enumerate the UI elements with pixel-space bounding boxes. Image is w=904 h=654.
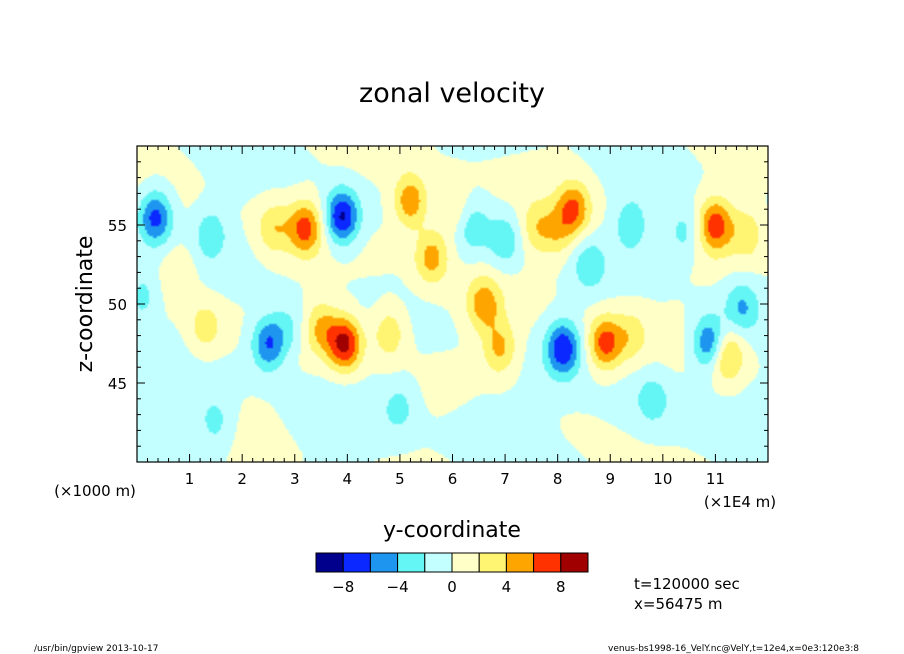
colorbar-swatch: [451, 552, 480, 573]
colorbar-swatch: [342, 552, 371, 573]
x-tick-label: 9: [605, 470, 615, 488]
x-tick-label: 3: [290, 470, 300, 488]
colorbar: [315, 552, 589, 573]
y-tick-label: 50: [108, 296, 127, 314]
x-tick-label: 8: [553, 470, 563, 488]
y-axis-label: z-coordinate: [73, 236, 98, 373]
x-axis-label: y-coordinate: [383, 518, 521, 543]
x-tick-label: 11: [706, 470, 725, 488]
x-tick-label: 2: [237, 470, 247, 488]
colorbar-label: −8: [332, 578, 354, 596]
axis-ticks: [137, 146, 768, 462]
colorbar-label: 4: [502, 578, 512, 596]
y-tick-labels: 45 50 55: [108, 217, 127, 393]
colorbar-swatch: [533, 552, 562, 573]
y-unit-label: (×1000 m): [54, 482, 136, 500]
colorbar-swatch: [505, 552, 535, 573]
colorbar-swatch: [315, 552, 344, 573]
x-unit-label: (×1E4 m): [704, 493, 776, 511]
y-tick-label: 55: [108, 217, 127, 235]
x-tick-label: 7: [500, 470, 510, 488]
position-annotation: x=56475 m: [634, 595, 723, 613]
colorbar-label: 0: [447, 578, 457, 596]
x-tick-label: 1: [185, 470, 195, 488]
colorbar-swatch: [369, 552, 399, 573]
x-tick-label: 6: [448, 470, 458, 488]
colorbar-swatch: [424, 552, 453, 573]
x-tick-label: 4: [343, 470, 353, 488]
colorbar-swatch: [560, 552, 589, 573]
plot-area: [136, 145, 769, 463]
chart-title: zonal velocity: [359, 78, 545, 109]
x-tick-label: 5: [395, 470, 405, 488]
x-tick-label: 10: [653, 470, 672, 488]
y-tick-label: 45: [108, 375, 127, 393]
time-annotation: t=120000 sec: [634, 575, 740, 593]
colorbar-labels: −8 −4 0 4 8: [332, 578, 565, 596]
colorbar-swatch: [478, 552, 507, 573]
velocity-contour-field: [137, 146, 768, 462]
colorbar-swatch: [397, 552, 426, 573]
footer-data-source: venus-bs1998-16_VelY.nc@VelY,t=12e4,x=0e…: [608, 644, 859, 654]
x-tick-labels: 1 2 3 4 5 6 7 8 9 10 11: [185, 470, 725, 488]
colorbar-label: 8: [556, 578, 566, 596]
colorbar-label: −4: [387, 578, 409, 596]
footer-program-date: /usr/bin/gpview 2013-10-17: [34, 644, 158, 654]
